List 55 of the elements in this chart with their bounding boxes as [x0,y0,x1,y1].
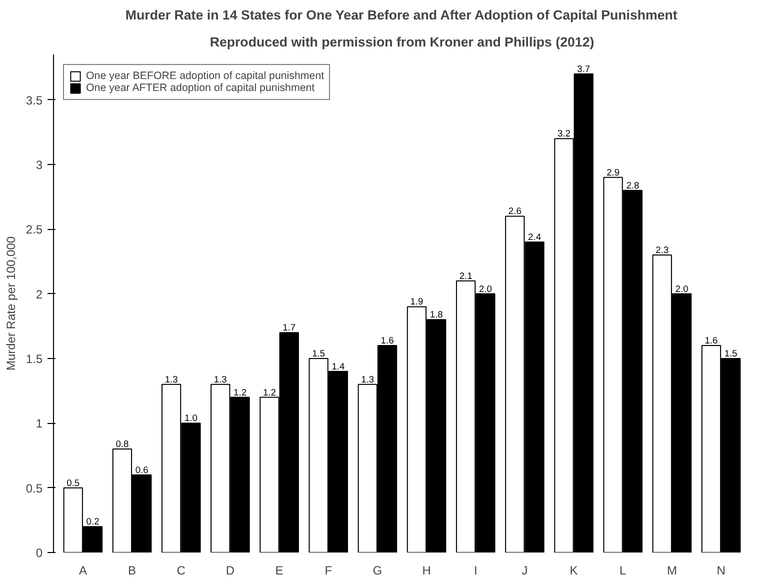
y-tick-label: 3.5 [26,93,43,108]
data-label: 1.7 [282,322,296,333]
data-label: 0.6 [135,464,148,475]
chart-title: Murder Rate in 14 States for One Year Before and After Adoption of Capital Punishment [125,8,678,22]
x-tick-label: D [226,564,235,578]
data-label: 0.8 [116,439,129,450]
data-label: 2.3 [656,244,669,255]
x-tick-label: K [570,564,578,578]
x-tick-label: C [176,564,186,578]
y-tick-label: 2 [36,287,43,302]
data-label: 0.5 [66,478,80,488]
data-label: 3.2 [557,128,570,139]
data-label: 2.0 [675,284,688,294]
x-tick-label: J [522,564,528,578]
data-label: 0.2 [86,516,100,527]
data-label: 1.6 [704,336,718,346]
y-tick-label: 1 [36,416,43,431]
legend-label: One year BEFORE adoption of capital punishment [86,70,324,82]
data-label: 1.9 [410,296,424,307]
y-tick-label: 0.5 [26,481,43,496]
y-tick-label: 3 [36,158,43,172]
x-tick-label: L [620,564,627,578]
data-label: 1.5 [724,348,738,358]
data-label: 2.9 [606,167,620,178]
data-label: 1.4 [332,361,345,372]
x-tick-label: N [716,564,726,578]
y-tick-label: 2.5 [26,222,43,237]
x-tick-label: I [474,564,478,578]
data-label: 1.6 [380,336,394,346]
data-label: 2.8 [626,180,640,190]
data-label: 3.7 [577,64,590,74]
y-tick-label: 0 [36,546,43,560]
legend-label: One year AFTER adoption of capital punishment [86,82,315,94]
data-label: 1.2 [234,387,247,398]
data-label: 2.1 [459,270,472,281]
data-label: 1.8 [430,310,443,320]
data-label: 1.5 [312,348,326,358]
data-label: 1.0 [184,413,198,424]
x-tick-label: A [78,564,87,578]
x-tick-label: G [372,564,382,578]
x-tick-label: M [666,564,677,578]
chart-subtitle: Reproduced with permission from Kroner and Phillips (2012) [210,34,594,50]
y-tick-label: 1.5 [26,352,43,366]
data-label: 2.4 [528,232,542,242]
data-label: 1.3 [361,374,374,384]
data-label: 1.3 [214,374,227,384]
x-tick-label: E [275,564,284,578]
y-axis-title: Murder Rate per 100,000 [4,236,18,371]
data-label: 1.2 [262,387,276,398]
data-label: 2.0 [478,284,492,294]
data-label: 2.6 [508,206,522,216]
x-tick-label: F [324,564,332,578]
data-label: 1.3 [164,374,178,384]
x-tick-label: B [128,564,136,578]
x-tick-label: H [422,564,431,578]
